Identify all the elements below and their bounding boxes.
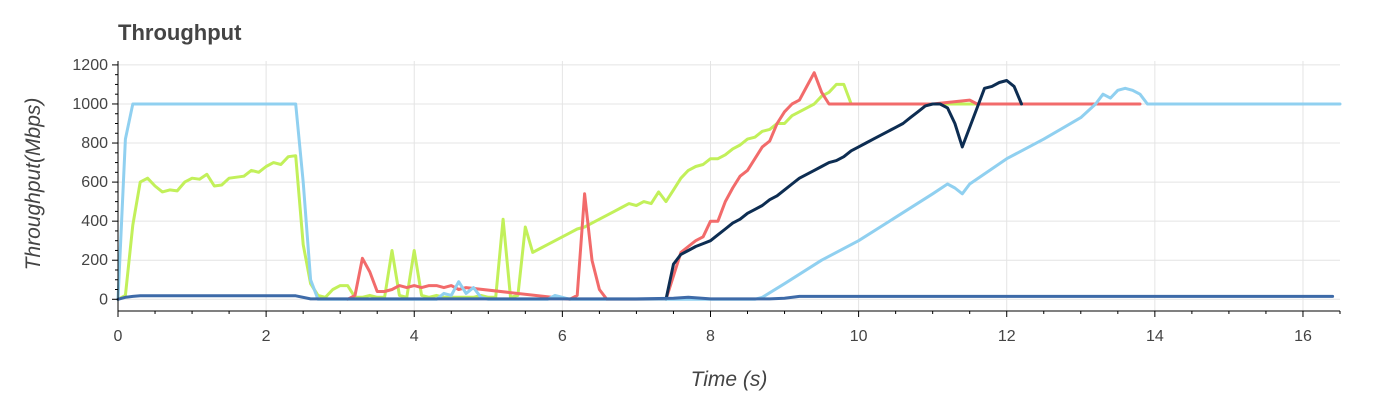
x-tick-label: 0 [114,328,123,345]
x-tick-label: 10 [850,328,868,345]
series-line-5 [116,294,1335,301]
y-axis-label: Throughput(Mbps) [22,98,45,271]
y-tick-label: 400 [81,213,108,230]
x-tick-label: 12 [998,328,1016,345]
x-tick-label: 14 [1146,328,1164,345]
x-tick-label: 4 [410,328,419,345]
x-tick-label: 16 [1294,328,1312,345]
y-tick-label: 200 [81,252,108,269]
series-layer [116,71,1342,301]
chart-title: Throughput [118,20,242,45]
x-tick-label: 2 [262,328,271,345]
x-tick-label: 8 [706,328,715,345]
x-axis-label: Time (s) [691,368,768,391]
y-tick-label: 0 [99,291,108,308]
y-tick-label: 1200 [72,57,108,74]
plot-background [118,61,1340,311]
x-tick-label: 6 [558,328,567,345]
y-tick-label: 600 [81,174,108,191]
axes: 0 2 4 6 8 10 12 14 16 0 200 400 600 800 1000 1200 [72,57,1341,345]
series-line-3 [664,79,1023,301]
series-line-2 [346,71,1142,301]
series-line-4 [116,86,1342,301]
y-tick-label: 1000 [72,96,108,113]
y-tick-label: 800 [81,135,108,152]
